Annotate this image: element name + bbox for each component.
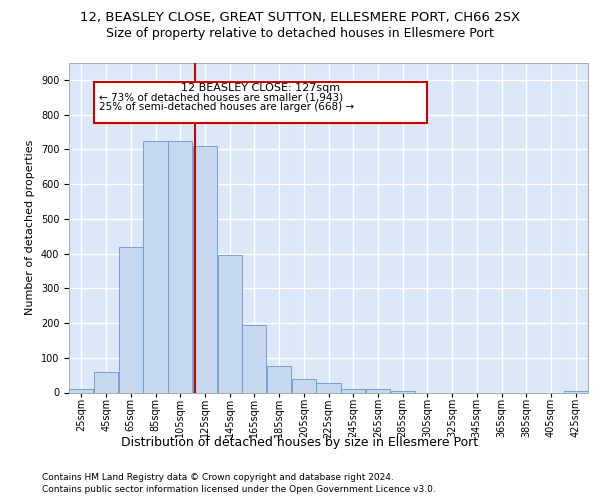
- Text: Distribution of detached houses by size in Ellesmere Port: Distribution of detached houses by size …: [121, 436, 479, 449]
- Bar: [143, 140, 167, 392]
- Text: Size of property relative to detached houses in Ellesmere Port: Size of property relative to detached ho…: [106, 27, 494, 40]
- Bar: [292, 378, 316, 392]
- Bar: [316, 383, 341, 392]
- Bar: [391, 391, 415, 392]
- Bar: [563, 391, 587, 392]
- Bar: [341, 389, 365, 392]
- Bar: [119, 246, 143, 392]
- Bar: [193, 146, 217, 392]
- Bar: [168, 140, 192, 392]
- Bar: [70, 389, 94, 392]
- Text: Contains public sector information licensed under the Open Government Licence v3: Contains public sector information licen…: [42, 485, 436, 494]
- Bar: [366, 389, 390, 392]
- Text: Contains HM Land Registry data © Crown copyright and database right 2024.: Contains HM Land Registry data © Crown c…: [42, 472, 394, 482]
- FancyBboxPatch shape: [94, 82, 427, 124]
- Y-axis label: Number of detached properties: Number of detached properties: [25, 140, 35, 315]
- Bar: [242, 325, 266, 392]
- Text: 12 BEASLEY CLOSE: 127sqm: 12 BEASLEY CLOSE: 127sqm: [181, 84, 340, 94]
- Bar: [267, 366, 291, 392]
- Text: ← 73% of detached houses are smaller (1,943): ← 73% of detached houses are smaller (1,…: [98, 92, 343, 102]
- Bar: [218, 256, 242, 392]
- Text: 12, BEASLEY CLOSE, GREAT SUTTON, ELLESMERE PORT, CH66 2SX: 12, BEASLEY CLOSE, GREAT SUTTON, ELLESME…: [80, 11, 520, 24]
- Text: 25% of semi-detached houses are larger (668) →: 25% of semi-detached houses are larger (…: [98, 102, 354, 112]
- Bar: [94, 372, 118, 392]
